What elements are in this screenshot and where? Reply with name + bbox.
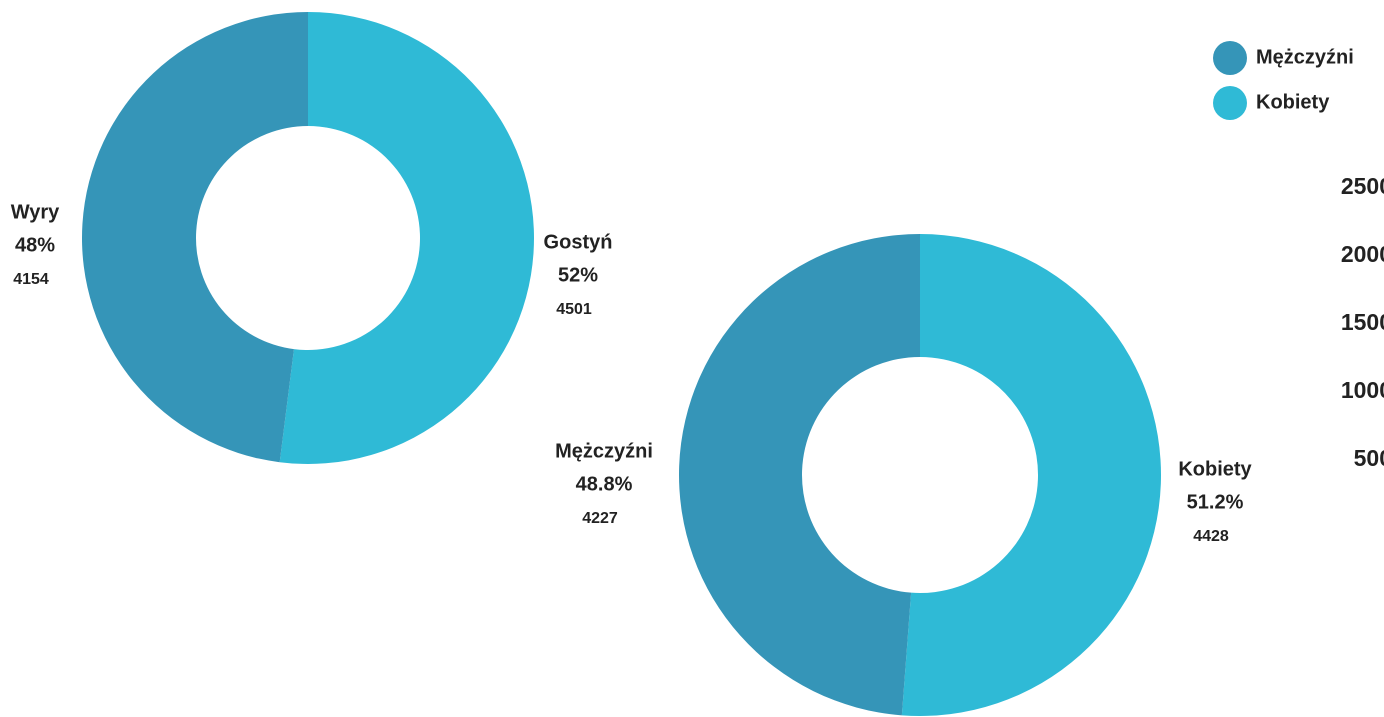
slice-count: 4428 <box>1193 528 1229 545</box>
slice-count: 4154 <box>13 271 49 288</box>
legend-swatch <box>1213 86 1247 120</box>
slice-label: Mężczyźni <box>555 440 653 462</box>
donut-slice <box>279 12 534 464</box>
legend-label: Kobiety <box>1256 91 1330 113</box>
donut-slice <box>81 12 308 463</box>
legend-swatch <box>1213 41 1247 75</box>
slice-percent: 52% <box>558 264 598 286</box>
slice-percent: 48.8% <box>576 473 633 495</box>
slice-count: 4501 <box>556 301 592 318</box>
slice-percent: 48% <box>15 234 55 256</box>
slice-label: Kobiety <box>1178 458 1252 480</box>
slice-label: Gostyń <box>544 231 613 253</box>
legend-label: Mężczyźni <box>1256 46 1354 68</box>
y-tick-label: 2500 <box>1341 173 1384 199</box>
y-tick-label: 500 <box>1354 445 1384 471</box>
y-tick-label: 2000 <box>1341 241 1384 267</box>
donut-slice <box>901 234 1161 716</box>
y-tick-label: 1500 <box>1341 309 1384 335</box>
y-tick-label: 1000 <box>1341 377 1384 403</box>
slice-percent: 51.2% <box>1187 491 1244 513</box>
donut-slice <box>678 234 920 716</box>
slice-label: Wyry <box>11 201 60 223</box>
slice-count: 4227 <box>582 510 618 527</box>
